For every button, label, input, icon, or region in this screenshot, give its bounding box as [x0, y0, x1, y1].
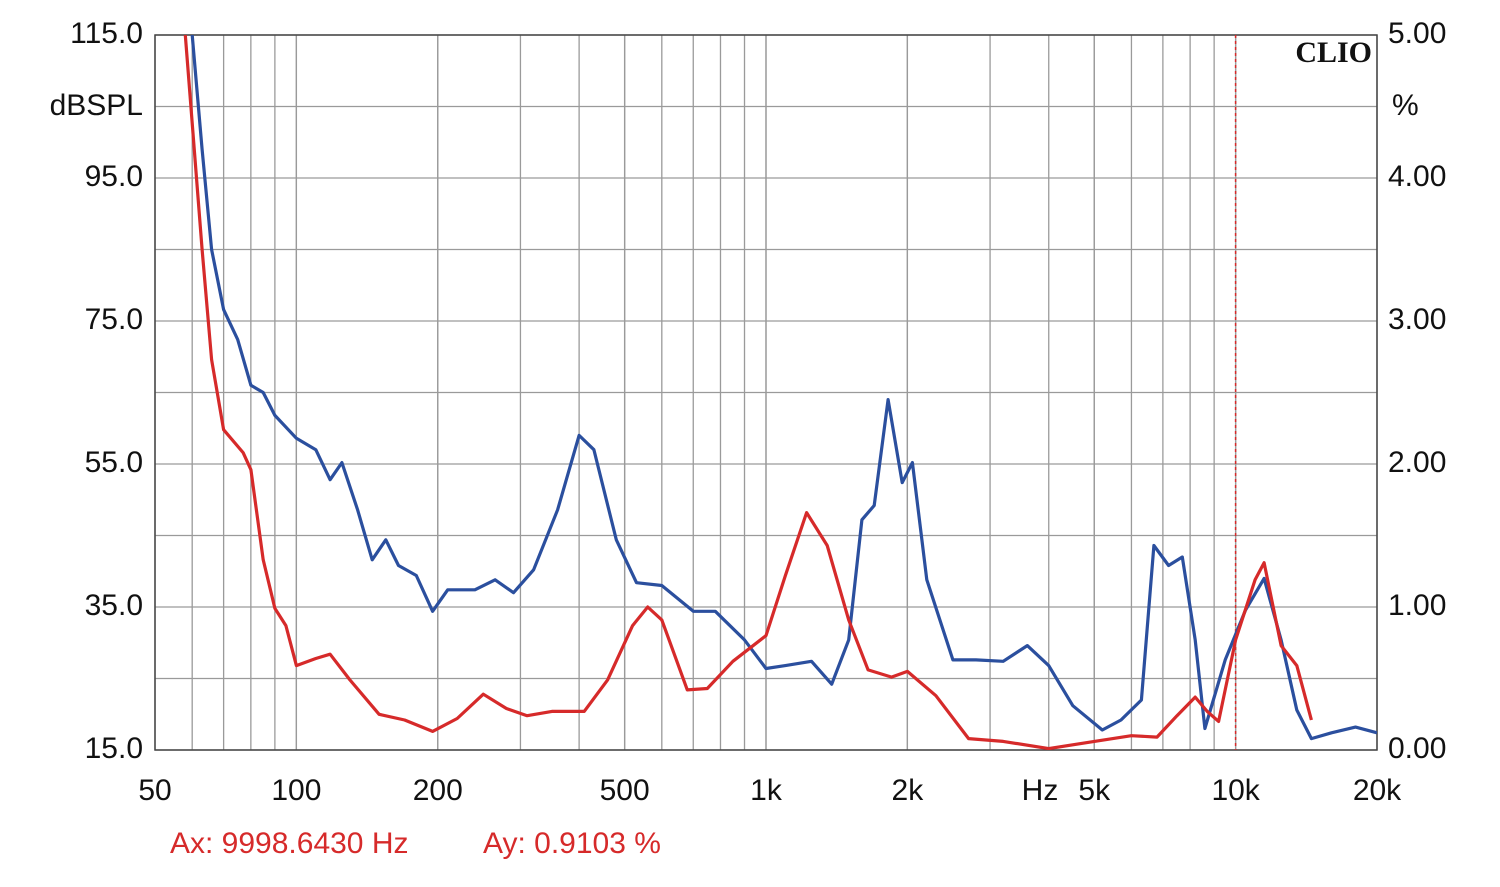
- y-axis-label: dBSPL: [50, 89, 143, 122]
- data-line: [190, 35, 1377, 741]
- x-tick-label: 10k: [1211, 774, 1260, 807]
- y2-axis-label: %: [1392, 89, 1419, 122]
- x-axis-label: Hz: [1022, 774, 1059, 807]
- x-tick-label: 200: [413, 774, 463, 807]
- y2-tick-label: 4.00: [1388, 160, 1446, 193]
- y2-tick-label: 0.00: [1388, 732, 1446, 765]
- y-tick-label: 35.0: [85, 589, 143, 622]
- brand: CLIO: [1295, 36, 1372, 69]
- y2-tick-label: 2.00: [1388, 446, 1446, 479]
- x-tick-label: 20k: [1353, 774, 1402, 807]
- x-tick-label: 50: [138, 774, 171, 807]
- y2-tick-label: 5.00: [1388, 17, 1446, 50]
- x-tick-label: 5k: [1078, 774, 1111, 807]
- y-tick-label: 55.0: [85, 446, 143, 479]
- cursor-x-readout: Ax: 9998.6430 Hz: [170, 827, 409, 860]
- cursor-y-readout: Ay: 0.9103 %: [483, 827, 661, 860]
- y-tick-label: 115.0: [70, 17, 143, 50]
- plot-frame: [154, 34, 1378, 751]
- y-tick-label: 75.0: [85, 303, 143, 336]
- x-tick-label: 100: [271, 774, 321, 807]
- y2-tick-label: 3.00: [1388, 303, 1446, 336]
- data-line: [183, 35, 1313, 750]
- y-tick-label: 95.0: [85, 160, 143, 193]
- x-tick-label: 1k: [750, 774, 783, 807]
- plot-area: [183, 35, 1377, 750]
- x-tick-label: 2k: [892, 774, 925, 807]
- y-tick-label: 15.0: [85, 732, 143, 765]
- x-tick-label: 500: [600, 774, 650, 807]
- y2-tick-label: 1.00: [1388, 589, 1446, 622]
